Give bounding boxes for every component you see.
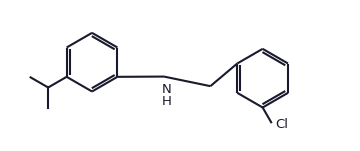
Text: Cl: Cl bbox=[275, 118, 288, 131]
Text: N
H: N H bbox=[162, 83, 172, 108]
